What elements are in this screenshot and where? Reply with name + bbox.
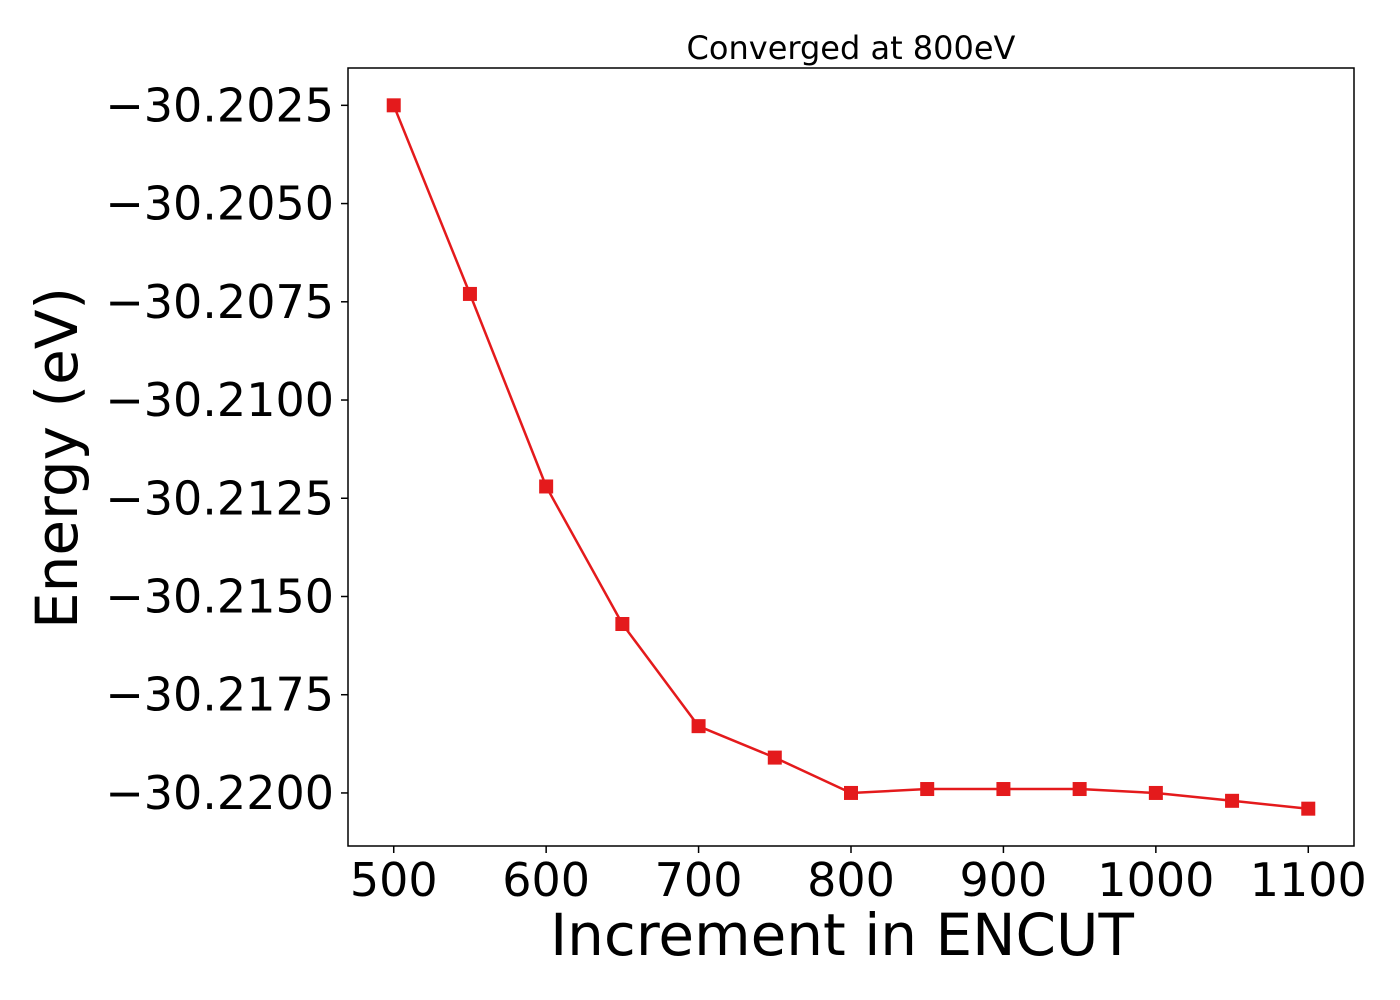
series-line [386, 98, 1316, 816]
x-tick-label: 500 [350, 853, 438, 907]
data-point [615, 616, 630, 631]
data-point [462, 286, 477, 301]
x-tick-label: 600 [502, 853, 590, 907]
x-axis-title: Increment in ENCUT [550, 901, 1134, 969]
y-axis: −30.2025 −30.2050 −30.2075 −30.2100 −30.2125… [105, 78, 348, 820]
x-tick-label: 700 [655, 853, 743, 907]
x-tick-label: 1100 [1250, 853, 1367, 907]
x-tick-label: 900 [960, 853, 1048, 907]
y-tick-label: −30.2100 [105, 373, 334, 427]
data-point [691, 719, 706, 734]
data-point [767, 750, 782, 765]
chart-title: Converged at 800eV [687, 29, 1016, 67]
plot-frame [347, 67, 1355, 847]
data-point [1301, 801, 1316, 816]
data-point [1225, 793, 1240, 808]
y-tick-label: −30.2075 [105, 275, 334, 329]
data-point [1072, 782, 1087, 797]
y-axis-title: Energy (eV) [23, 287, 91, 629]
data-point [844, 785, 858, 800]
data-point [539, 479, 554, 494]
data-point [1148, 785, 1163, 800]
x-tick-label: 800 [807, 853, 895, 907]
y-tick-label: −30.2025 [105, 78, 334, 132]
y-tick-label: −30.2150 [105, 569, 334, 623]
plot-area [348, 68, 1354, 846]
x-axis: 500 600 700 800 900 1000 1100 [350, 846, 1367, 907]
y-tick-label: −30.2125 [105, 471, 334, 525]
data-point [386, 98, 401, 113]
data-point [996, 782, 1011, 797]
y-tick-label: −30.2050 [105, 177, 334, 231]
data-point [920, 782, 935, 797]
y-tick-label: −30.2175 [105, 668, 334, 722]
y-tick-label: −30.2200 [105, 766, 334, 820]
x-tick-label: 1000 [1097, 853, 1214, 907]
